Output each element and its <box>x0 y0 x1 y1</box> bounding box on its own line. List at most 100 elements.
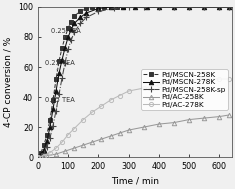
Pd/AC-258K <box>142 126 145 128</box>
Text: 0.25 TEA: 0.25 TEA <box>45 97 74 108</box>
Y-axis label: 4-CP conversion / %: 4-CP conversion / % <box>4 37 12 127</box>
Pd/MSCN-258K-sp <box>43 151 45 154</box>
Pd/MSCN-278K <box>43 149 45 151</box>
Pd/MSCN-278K <box>79 16 82 19</box>
Pd/MSCN-278K <box>133 6 136 8</box>
Pd/MSCN-258K-sp <box>52 124 55 127</box>
Pd/AC-278K <box>91 111 94 113</box>
Line: Pd/AC-258K: Pd/AC-258K <box>36 113 231 159</box>
Pd/MSCN-278K <box>227 6 230 8</box>
Pd/AC-278K <box>61 141 63 143</box>
Pd/MSCN-258K <box>121 6 124 8</box>
Pd/MSCN-258K-sp <box>188 6 191 8</box>
Pd/AC-278K <box>200 78 203 80</box>
Pd/MSCN-258K <box>109 6 112 8</box>
Pd/MSCN-258K <box>79 10 82 13</box>
Pd/MSCN-258K <box>115 6 118 8</box>
Pd/AC-258K <box>73 147 76 149</box>
Pd/MSCN-258K-sp <box>203 6 206 8</box>
Pd/AC-278K <box>118 94 121 97</box>
Pd/AC-278K <box>36 156 39 158</box>
Pd/MSCN-278K <box>157 6 160 8</box>
Pd/MSCN-278K <box>188 6 191 8</box>
Pd/MSCN-278K <box>52 108 55 110</box>
Pd/MSCN-258K-sp <box>127 6 130 8</box>
Pd/AC-258K <box>55 153 57 155</box>
Pd/MSCN-258K-sp <box>39 154 42 157</box>
Pd/MSCN-258K <box>85 7 88 10</box>
Pd/AC-258K <box>173 122 176 124</box>
Pd/MSCN-258K-sp <box>112 7 115 10</box>
Pd/MSCN-258K-sp <box>218 6 221 8</box>
Pd/MSCN-258K-sp <box>46 146 48 148</box>
Pd/AC-278K <box>49 151 51 154</box>
Pd/MSCN-278K <box>218 6 221 8</box>
Pd/MSCN-258K-sp <box>61 76 63 79</box>
Pd/MSCN-278K <box>46 139 48 142</box>
Pd/AC-258K <box>100 138 103 140</box>
Pd/MSCN-258K-sp <box>173 6 176 8</box>
Pd/MSCN-258K-sp <box>227 6 230 8</box>
Pd/MSCN-258K <box>58 60 60 62</box>
Pd/AC-258K <box>203 117 206 119</box>
Line: Pd/MSCN-258K: Pd/MSCN-258K <box>36 5 125 159</box>
Pd/MSCN-278K <box>85 12 88 14</box>
Pd/MSCN-258K <box>61 46 63 49</box>
Pd/AC-278K <box>43 154 45 157</box>
Pd/MSCN-278K <box>67 36 70 38</box>
Legend: Pd/MSCN-258K, Pd/MSCN-278K, Pd/MSCN-258K-sp, Pd/AC-258K, Pd/AC-278K: Pd/MSCN-258K, Pd/MSCN-278K, Pd/MSCN-258K… <box>141 69 228 110</box>
Pd/AC-258K <box>118 132 121 134</box>
Line: Pd/MSCN-258K-sp: Pd/MSCN-258K-sp <box>35 4 232 160</box>
Text: 0.25 TEA: 0.25 TEA <box>45 60 74 70</box>
Pd/MSCN-258K <box>52 99 55 101</box>
Pd/AC-278K <box>188 79 191 82</box>
Pd/MSCN-258K-sp <box>55 109 57 112</box>
Pd/AC-258K <box>157 123 160 125</box>
Pd/MSCN-258K-sp <box>70 39 73 41</box>
Pd/MSCN-278K <box>64 46 67 49</box>
Pd/AC-278K <box>67 133 70 136</box>
Pd/MSCN-258K <box>91 6 94 8</box>
Pd/AC-278K <box>142 87 145 89</box>
Pd/AC-258K <box>218 115 221 118</box>
Pd/MSCN-278K <box>36 156 39 158</box>
Pd/AC-278K <box>82 119 85 121</box>
Pd/AC-278K <box>127 90 130 92</box>
Pd/AC-258K <box>91 141 94 143</box>
Pd/AC-278K <box>100 105 103 107</box>
Pd/MSCN-258K <box>55 78 57 80</box>
Pd/MSCN-278K <box>73 22 76 25</box>
Pd/AC-258K <box>109 135 112 137</box>
Pd/MSCN-278K <box>70 28 73 31</box>
Pd/MSCN-278K <box>145 6 148 8</box>
Pd/MSCN-278K <box>58 72 60 74</box>
Pd/MSCN-278K <box>109 6 112 8</box>
Pd/MSCN-278K <box>55 90 57 92</box>
Pd/AC-278K <box>73 127 76 130</box>
X-axis label: Time / min: Time / min <box>111 177 159 186</box>
Text: 0.25 TEA: 0.25 TEA <box>51 28 81 37</box>
Pd/MSCN-258K-sp <box>157 6 160 8</box>
Line: Pd/MSCN-278K: Pd/MSCN-278K <box>36 5 231 159</box>
Line: Pd/AC-278K: Pd/AC-278K <box>36 77 231 159</box>
Pd/MSCN-258K-sp <box>64 61 67 64</box>
Pd/MSCN-258K <box>43 144 45 146</box>
Pd/AC-258K <box>188 119 191 121</box>
Pd/MSCN-278K <box>49 126 51 128</box>
Pd/MSCN-258K <box>97 6 100 8</box>
Pd/MSCN-258K <box>46 133 48 136</box>
Pd/MSCN-258K <box>36 156 39 158</box>
Pd/AC-278K <box>173 81 176 83</box>
Pd/AC-278K <box>157 84 160 86</box>
Pd/AC-278K <box>55 147 57 149</box>
Pd/MSCN-258K-sp <box>58 93 60 95</box>
Pd/MSCN-258K <box>70 21 73 23</box>
Pd/AC-258K <box>64 150 67 152</box>
Pd/MSCN-258K <box>103 6 106 8</box>
Pd/MSCN-258K <box>73 15 76 17</box>
Pd/MSCN-258K <box>39 151 42 154</box>
Pd/MSCN-258K-sp <box>36 156 39 158</box>
Pd/AC-258K <box>46 154 48 157</box>
Pd/MSCN-258K-sp <box>73 31 76 34</box>
Pd/MSCN-278K <box>39 153 42 155</box>
